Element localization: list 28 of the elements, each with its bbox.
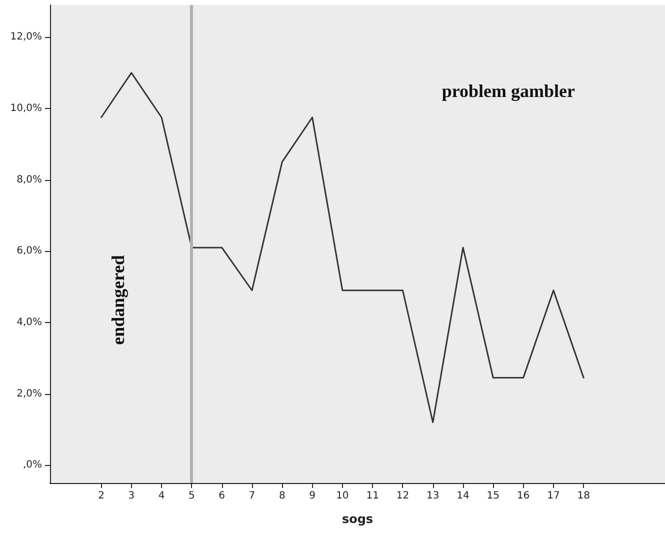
x-tick-label: 12 bbox=[396, 490, 410, 502]
x-tick-label: 18 bbox=[577, 490, 590, 502]
y-tick-label: 4,0% bbox=[16, 316, 42, 328]
y-tick-label: 2,0% bbox=[16, 388, 42, 400]
y-tick-label: 12,0% bbox=[10, 32, 42, 43]
x-tick-label: 5 bbox=[188, 490, 195, 502]
x-tick-label: 14 bbox=[456, 490, 470, 502]
x-tick-label: 13 bbox=[426, 490, 440, 502]
y-tick-label: 10,0% bbox=[10, 102, 42, 114]
x-tick-label: 6 bbox=[218, 490, 226, 502]
x-tick-label: 16 bbox=[516, 490, 530, 502]
x-tick-label: 10 bbox=[336, 490, 349, 502]
x-tick-label: 4 bbox=[158, 490, 165, 502]
x-tick-label: 8 bbox=[278, 490, 286, 502]
y-tick-label: 6,0% bbox=[16, 246, 42, 257]
x-tick-label: 15 bbox=[486, 490, 500, 502]
x-tick-label: 7 bbox=[248, 490, 256, 502]
x-tick-label: 2 bbox=[98, 490, 104, 502]
x-tick-label: 11 bbox=[366, 490, 379, 502]
annotation: problem gambler bbox=[442, 81, 576, 101]
x-tick-label: 3 bbox=[128, 490, 135, 502]
annotation: endangered bbox=[108, 255, 128, 345]
y-tick-label: ,0% bbox=[22, 460, 42, 471]
y-tick-label: 8,0% bbox=[16, 174, 42, 186]
x-tick-label: 17 bbox=[547, 490, 560, 502]
line-series bbox=[100, 72, 584, 424]
x-axis-title: sogs bbox=[342, 512, 374, 526]
x-tick-label: 9 bbox=[309, 490, 316, 502]
